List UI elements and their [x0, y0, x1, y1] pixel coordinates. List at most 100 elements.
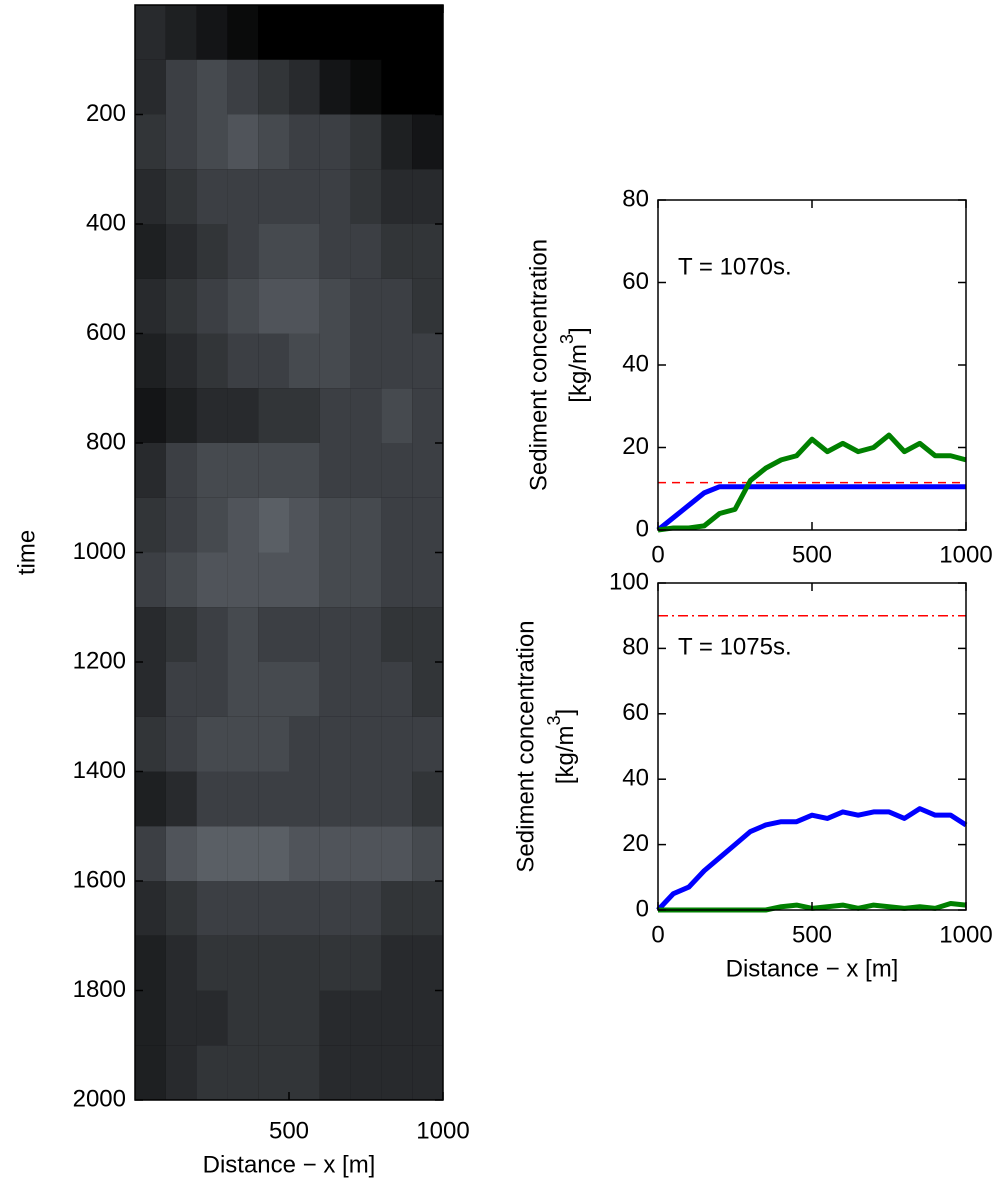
x-tick-label: 1000	[416, 1117, 469, 1144]
heatmap-cell	[381, 224, 413, 279]
heatmap-cell	[196, 716, 228, 772]
heatmap-cell	[412, 716, 443, 772]
heatmap-cell	[196, 114, 228, 170]
heatmap-cell	[289, 771, 320, 827]
y-tick-label: 40	[622, 765, 649, 792]
heatmap-cell	[412, 443, 443, 498]
heatmap-cell	[319, 278, 351, 334]
heatmap-cell	[381, 990, 413, 1046]
heatmap-cell	[289, 1045, 320, 1100]
heatmap-cell	[135, 497, 166, 553]
axes-box	[134, 4, 444, 1101]
heatmap-cell	[350, 388, 382, 443]
heatmap-cell	[196, 333, 228, 389]
heatmap-cell	[227, 1045, 259, 1100]
heatmap-cell	[196, 59, 228, 115]
heatmap-cell	[319, 716, 351, 772]
heatmap-cell	[196, 443, 228, 498]
heatmap-cell	[196, 1045, 228, 1100]
heatmap-cell	[289, 5, 320, 60]
series-line	[656, 484, 966, 532]
heatmap-cell	[135, 771, 166, 827]
y-axis-label: Sediment concentration	[512, 620, 539, 872]
heatmap-cell	[319, 224, 351, 279]
heatmap-cell	[227, 826, 259, 881]
heatmap-cell	[412, 935, 443, 991]
x-tick-label: 500	[792, 541, 832, 568]
heatmap-cell	[319, 5, 351, 60]
heatmap-cell	[196, 224, 228, 279]
heatmap-cell	[165, 224, 197, 279]
heatmap-cell	[319, 826, 351, 881]
heatmap-cell	[258, 771, 289, 827]
heatmap-cell	[412, 59, 443, 115]
y-tick-label: 40	[622, 350, 649, 377]
y-axis-label-sup: 3	[557, 334, 577, 344]
heatmap-cell	[289, 169, 320, 224]
heatmap-cell	[289, 333, 320, 389]
x-tick-label: 1000	[939, 541, 992, 568]
heatmap-cell	[258, 990, 289, 1046]
heatmap-cell	[381, 607, 413, 662]
heatmap-cell	[165, 497, 197, 553]
heatmap-cell	[381, 333, 413, 389]
heatmap-cell	[258, 1045, 289, 1100]
heatmap-cell	[319, 333, 351, 389]
series-line	[656, 806, 968, 912]
heatmap-cell	[381, 662, 413, 717]
heatmap-cell	[165, 607, 197, 662]
heatmap-cell	[227, 607, 259, 662]
heatmap-cell	[258, 388, 289, 443]
heatmap-cell	[289, 990, 320, 1046]
heatmap-cell	[289, 552, 320, 608]
y-tick-label: 200	[86, 100, 126, 127]
heatmap-cell	[258, 278, 289, 334]
heatmap-cell	[289, 716, 320, 772]
heatmap-cell	[227, 169, 259, 224]
heatmap-cell	[412, 5, 443, 60]
heatmap-cell	[258, 497, 289, 553]
heatmap-cell	[381, 114, 413, 170]
heatmap-cell	[289, 224, 320, 279]
heatmap-cell	[289, 826, 320, 881]
heatmap-cell	[350, 1045, 382, 1100]
heatmap-cell	[412, 826, 443, 881]
heatmap-cell	[412, 1045, 443, 1100]
heatmap-cell	[289, 497, 320, 553]
heatmap-cell	[258, 716, 289, 772]
heatmap-cell	[135, 552, 166, 608]
y-axis-label-part: ]	[565, 327, 592, 334]
y-tick-label: 1000	[73, 538, 126, 565]
x-axis-label: Distance − x [m]	[203, 1151, 376, 1178]
y-axis-label: [kg/m3]	[557, 327, 593, 402]
heatmap-cell	[165, 662, 197, 717]
heatmap-cell	[289, 278, 320, 334]
heatmap-cell	[412, 881, 443, 936]
heatmap-cell	[412, 990, 443, 1046]
y-tick-label: 800	[86, 428, 126, 455]
heatmap-cell	[135, 1045, 166, 1100]
heatmap-cell	[165, 881, 197, 936]
heatmap-cell	[350, 497, 382, 553]
heatmap-cell	[350, 935, 382, 991]
heatmap-cell	[289, 662, 320, 717]
heatmap-cell	[227, 5, 259, 60]
heatmap-cell	[165, 333, 197, 389]
y-tick-label: 400	[86, 209, 126, 236]
heatmap-cell	[165, 5, 197, 60]
heatmap-cell	[381, 716, 413, 772]
series-line	[657, 432, 967, 533]
heatmap-cell	[412, 497, 443, 553]
y-tick-label: 1200	[73, 647, 126, 674]
heatmap-cell	[381, 388, 413, 443]
heatmap-cell	[165, 935, 197, 991]
heatmap-cell	[412, 333, 443, 389]
heatmap-cell	[350, 552, 382, 608]
y-axis-label-part: [kg/m	[552, 726, 579, 785]
heatmap-cell	[381, 59, 413, 115]
y-tick-label: 1800	[73, 976, 126, 1003]
heatmap-cell	[165, 990, 197, 1046]
heatmap-cell	[381, 881, 413, 936]
